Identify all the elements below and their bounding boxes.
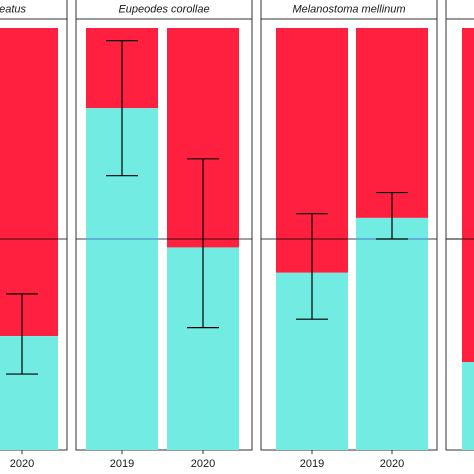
bar-upper-partial [462,28,474,362]
x-tick-label-2020: 2020 [191,458,215,470]
x-tick-label-2020: 2020 [380,458,404,470]
bar-lower-2020 [356,217,428,450]
panel-title: …eatus [0,4,26,16]
panel-1: …eatus 2020 [0,0,68,470]
panel-3: Melanostoma mellinum 2019 2020 [260,0,438,470]
panel-strip [445,0,474,20]
bar-lower-partial [462,362,474,450]
x-tick-label-2019: 2019 [110,458,134,470]
panel-title: Melanostoma mellinum [292,4,405,16]
x-tick-label-2019: 2019 [300,458,324,470]
bar-upper-2020 [0,28,58,337]
bar-lower-2020 [0,336,58,450]
panel-2: Eupeodes corollae 2019 2020 [75,0,253,470]
x-tick-label-2020: 2020 [10,458,34,470]
bar-upper-2020 [356,28,428,218]
panel-title: Eupeodes corollae [118,4,209,16]
